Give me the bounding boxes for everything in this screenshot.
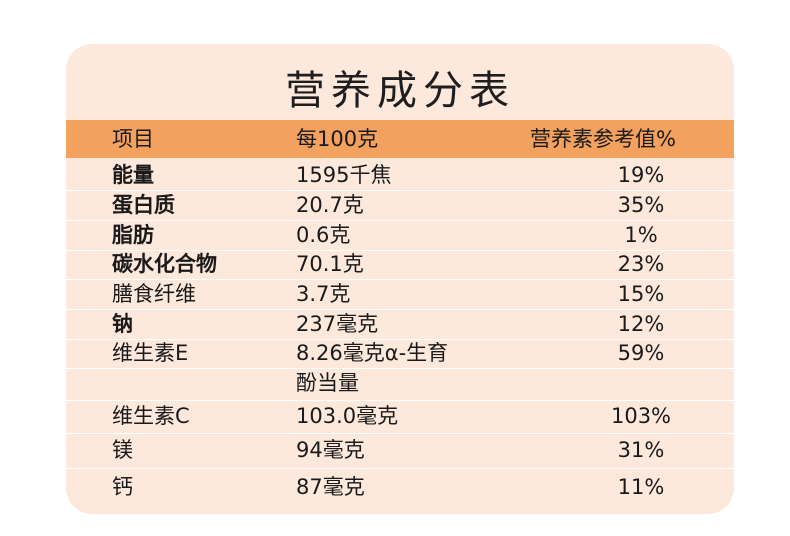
row-name-vitamin-c: 维生素C xyxy=(112,404,190,428)
nutrition-facts-card: 营养成分表 项目 每100克 营养素参考值% 能量 1595千焦 19% 蛋白质… xyxy=(66,44,734,514)
row-nrv-vitamin-c: 103% xyxy=(610,404,672,428)
row-name-calcium: 钙 xyxy=(112,475,133,499)
header-item: 项目 xyxy=(112,127,154,151)
row-divider xyxy=(66,400,734,401)
row-name-sodium: 钠 xyxy=(112,312,133,336)
row-amount-vitamin-e-line2: 酚当量 xyxy=(296,371,359,395)
row-nrv-sodium: 12% xyxy=(617,312,665,336)
row-amount-protein: 20.7克 xyxy=(296,193,364,217)
row-nrv-protein: 35% xyxy=(617,193,665,217)
row-divider xyxy=(66,190,734,191)
row-name-protein: 蛋白质 xyxy=(112,193,175,217)
row-amount-magnesium: 94毫克 xyxy=(296,438,365,462)
row-divider xyxy=(66,220,734,221)
row-divider xyxy=(66,433,734,434)
row-amount-calcium: 87毫克 xyxy=(296,475,365,499)
row-name-carbohydrate: 碳水化合物 xyxy=(112,252,217,276)
row-amount-vitamin-e: 8.26毫克α-生育 xyxy=(296,341,449,365)
table-title: 营养成分表 xyxy=(285,68,515,114)
row-nrv-fat: 1% xyxy=(624,223,658,247)
row-name-dietary-fiber: 膳食纤维 xyxy=(112,282,196,306)
row-amount-sodium: 237毫克 xyxy=(296,312,379,336)
header-nrv: 营养素参考值% xyxy=(530,127,676,151)
row-divider xyxy=(66,339,734,340)
row-amount-dietary-fiber: 3.7克 xyxy=(296,282,351,306)
row-name-fat: 脂肪 xyxy=(112,223,154,247)
row-divider xyxy=(66,368,734,369)
row-amount-carbohydrate: 70.1克 xyxy=(296,252,364,276)
row-name-energy: 能量 xyxy=(112,163,154,187)
row-nrv-vitamin-e: 59% xyxy=(617,341,665,365)
row-divider xyxy=(66,309,734,310)
row-divider xyxy=(66,250,734,251)
row-name-vitamin-e: 维生素E xyxy=(112,341,189,365)
row-nrv-energy: 19% xyxy=(617,163,665,187)
header-per-100g: 每100克 xyxy=(296,127,379,151)
row-amount-fat: 0.6克 xyxy=(296,223,351,247)
row-divider xyxy=(66,279,734,280)
row-name-magnesium: 镁 xyxy=(112,438,133,462)
row-nrv-magnesium: 31% xyxy=(617,438,665,462)
row-amount-vitamin-c: 103.0毫克 xyxy=(296,404,399,428)
table-header xyxy=(66,120,734,158)
row-nrv-dietary-fiber: 15% xyxy=(617,282,665,306)
row-nrv-calcium: 11% xyxy=(617,475,665,499)
row-nrv-carbohydrate: 23% xyxy=(617,252,665,276)
row-divider xyxy=(66,468,734,469)
row-amount-energy: 1595千焦 xyxy=(296,163,392,187)
